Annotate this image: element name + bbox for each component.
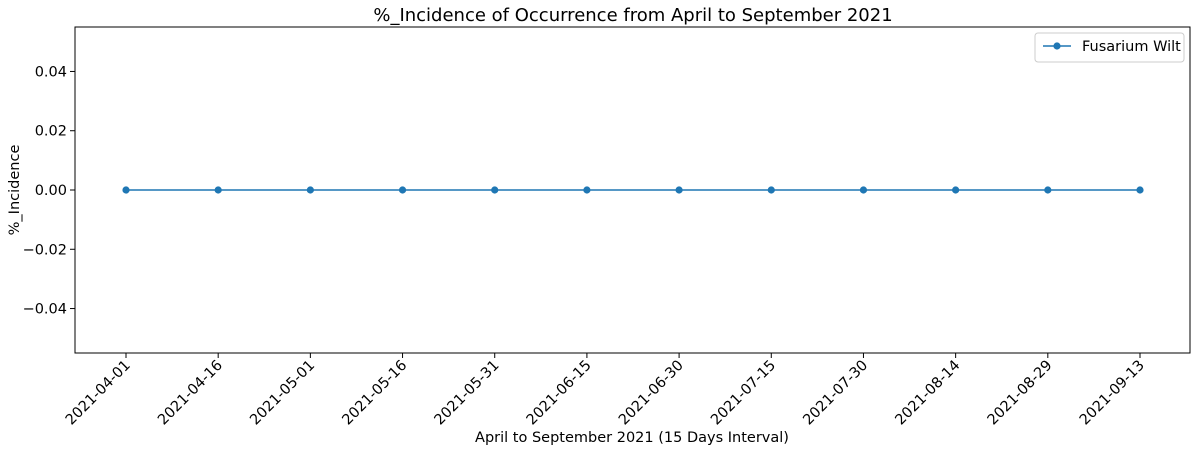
data-point	[214, 186, 222, 194]
x-axis-label: April to September 2021 (15 Days Interva…	[475, 430, 789, 446]
data-point	[952, 186, 960, 194]
y-tick-label: 0.04	[35, 64, 67, 80]
y-tick-label: 0.00	[35, 183, 67, 199]
series-layer	[122, 186, 1144, 194]
y-axis: 0.04 0.02 0.00 −0.02 −0.04	[23, 64, 75, 318]
legend-box	[1034, 32, 1185, 63]
data-point	[306, 186, 314, 194]
chart-title: %_Incidence of Occurrence from April to …	[373, 5, 892, 26]
data-point	[491, 186, 499, 194]
y-tick-label: −0.04	[23, 302, 67, 318]
data-point	[583, 186, 591, 194]
data-point	[767, 186, 775, 194]
legend-marker-fusarium-wilt	[1053, 42, 1061, 50]
data-point	[1044, 186, 1052, 194]
data-point	[859, 186, 868, 194]
data-point	[122, 186, 130, 194]
data-point	[675, 186, 683, 194]
legend: Fusarium Wilt	[1034, 32, 1185, 63]
y-tick-label: 0.02	[35, 124, 67, 140]
data-point	[398, 186, 407, 194]
data-point	[1136, 186, 1144, 194]
legend-label-fusarium-wilt: Fusarium Wilt	[1082, 39, 1181, 55]
y-tick-label: −0.02	[23, 242, 67, 258]
y-axis-label: %_Incidence	[7, 145, 23, 236]
